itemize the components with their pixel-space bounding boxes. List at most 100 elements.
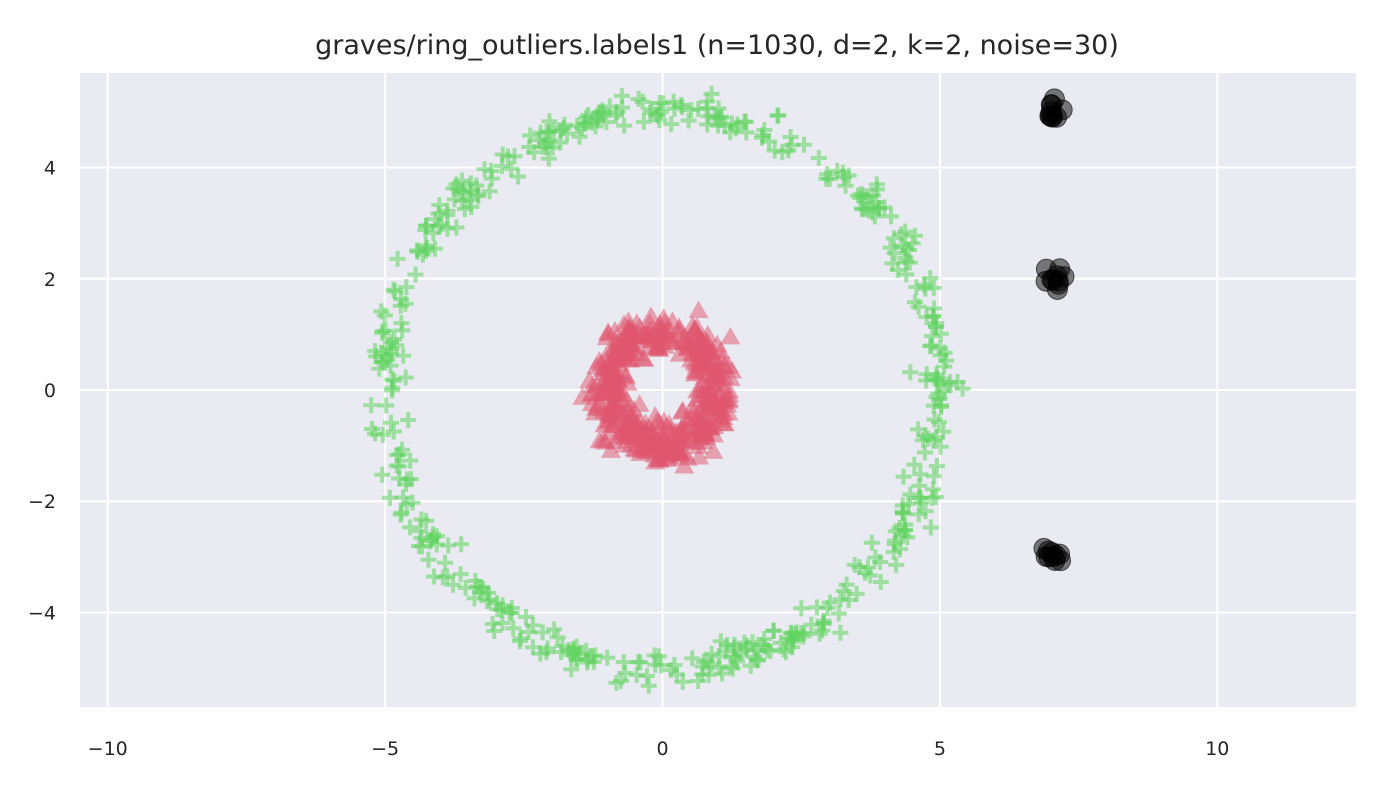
- plus-point: [835, 582, 852, 599]
- plus-point: [910, 506, 927, 523]
- triangle-point: [625, 339, 646, 357]
- plus-point: [902, 364, 919, 381]
- plus-point: [430, 205, 447, 222]
- triangle-point: [672, 401, 693, 420]
- triangle-point: [608, 347, 629, 365]
- plus-point: [822, 594, 839, 611]
- triangle-point: [638, 336, 659, 355]
- plus-point: [867, 549, 884, 566]
- plus-point: [640, 677, 657, 694]
- chart-title: graves/ring_outliers.labels1 (n=1030, d=…: [315, 30, 1119, 61]
- triangle-point: [636, 322, 657, 341]
- triangle-point: [594, 414, 615, 433]
- triangle-point: [649, 314, 670, 332]
- plus-point: [367, 425, 384, 442]
- triangle-point: [591, 386, 612, 405]
- plus-point: [932, 438, 949, 455]
- plus-point: [452, 566, 469, 583]
- plus-point: [363, 397, 380, 414]
- plus-point: [607, 107, 624, 124]
- triangle-point: [633, 348, 654, 367]
- triangle-point: [720, 326, 741, 345]
- plus-point: [782, 128, 799, 145]
- plus-point: [525, 617, 542, 634]
- triangle-point: [579, 370, 600, 389]
- plus-point: [481, 183, 498, 200]
- plus-point: [684, 650, 701, 667]
- plus-point: [846, 556, 863, 573]
- triangle-point: [604, 331, 625, 349]
- plus-point: [932, 340, 949, 357]
- plus-point: [650, 648, 667, 665]
- plus-point: [503, 160, 520, 177]
- plus-point: [914, 432, 931, 449]
- plus-point: [511, 633, 528, 650]
- plus-point: [414, 246, 431, 263]
- circle-point: [1051, 99, 1073, 121]
- plus-point: [756, 122, 773, 139]
- plus-point: [555, 120, 572, 137]
- plus-point: [534, 624, 551, 641]
- plus-point: [785, 631, 802, 648]
- plus-point: [902, 486, 919, 503]
- plus-point: [868, 176, 885, 193]
- plus-point: [617, 664, 634, 681]
- plus-point: [552, 134, 569, 151]
- plus-point: [690, 101, 707, 118]
- plus-point: [886, 244, 903, 261]
- plus-point: [571, 128, 588, 145]
- plus-point: [393, 315, 410, 332]
- plus-point: [425, 225, 442, 242]
- plus-point: [836, 169, 853, 186]
- plus-point: [446, 191, 463, 208]
- plus-point: [503, 600, 520, 617]
- triangle-point: [625, 439, 646, 458]
- plus-point: [545, 122, 562, 139]
- triangle-point: [609, 340, 630, 358]
- plus-point: [884, 255, 901, 272]
- triangle-point: [702, 358, 723, 376]
- plus-point: [417, 221, 434, 238]
- plus-point: [821, 171, 838, 188]
- triangle-point: [701, 346, 722, 364]
- plus-point: [862, 567, 879, 584]
- plus-point: [568, 651, 585, 668]
- plus-point: [393, 504, 410, 521]
- plus-point: [916, 277, 933, 294]
- plus-point: [808, 599, 825, 616]
- plus-point: [830, 605, 847, 622]
- plus-point: [394, 441, 411, 458]
- plus-point: [549, 629, 566, 646]
- plus-point: [796, 136, 813, 153]
- circle-point: [1041, 269, 1063, 291]
- plus-point: [540, 150, 557, 167]
- plus-point: [924, 489, 941, 506]
- plus-point: [407, 266, 424, 283]
- plus-point: [374, 466, 391, 483]
- plus-point: [765, 622, 782, 639]
- triangle-point: [652, 324, 673, 343]
- plus-point: [872, 573, 889, 590]
- plus-point: [382, 414, 399, 431]
- plus-point: [576, 115, 593, 132]
- y-tick-label: −4: [28, 602, 56, 624]
- triangle-point: [585, 402, 606, 421]
- triangle-point: [703, 441, 724, 459]
- triangle-point: [718, 356, 739, 374]
- plus-point: [876, 199, 893, 216]
- plus-point: [402, 519, 419, 536]
- plus-point: [888, 556, 905, 573]
- plus-point: [916, 444, 933, 461]
- plus-point: [935, 423, 952, 440]
- plus-point: [476, 161, 493, 178]
- plus-point: [938, 352, 955, 369]
- plus-point: [402, 452, 419, 469]
- plus-point: [475, 580, 492, 597]
- series-plus-points: [363, 85, 971, 694]
- triangle-point: [641, 306, 662, 325]
- plus-point: [630, 654, 647, 671]
- plus-point: [931, 414, 948, 431]
- plus-point: [426, 240, 443, 257]
- plus-point: [942, 374, 959, 391]
